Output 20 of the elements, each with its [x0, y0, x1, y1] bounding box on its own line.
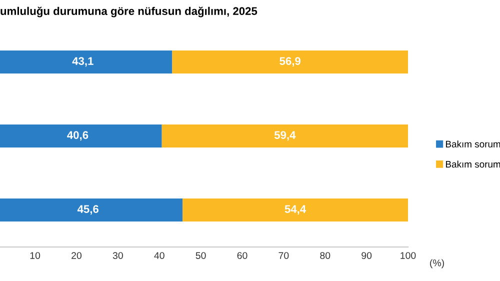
x-tick-label: 30 [112, 252, 123, 259]
legend-label: Bakım sorum [446, 140, 500, 148]
x-tick-label: 40 [154, 252, 164, 259]
x-tick-label: 70 [278, 252, 289, 259]
x-tick-label: 20 [72, 252, 82, 259]
x-tick-label: 60 [237, 252, 248, 259]
x-tick-label: 90 [362, 252, 372, 259]
data-label: 59,4 [274, 131, 296, 141]
x-tick-label: 80 [320, 252, 330, 259]
data-label: 45,6 [77, 205, 98, 215]
x-tick-label: 100 [400, 252, 416, 259]
x-axis-title: (%) [430, 259, 444, 268]
data-label: 43,1 [72, 57, 94, 67]
legend-label: Bakım sorum [446, 160, 500, 168]
data-label: 54,4 [284, 205, 306, 215]
data-label: 56,9 [280, 57, 301, 67]
x-tick-label: 50 [196, 252, 206, 259]
chart-title: umluluğu durumuna göre nüfusun dağılımı, 2025 [0, 6, 258, 18]
x-tick-label: 10 [30, 252, 40, 259]
data-label: 40,6 [67, 131, 88, 141]
